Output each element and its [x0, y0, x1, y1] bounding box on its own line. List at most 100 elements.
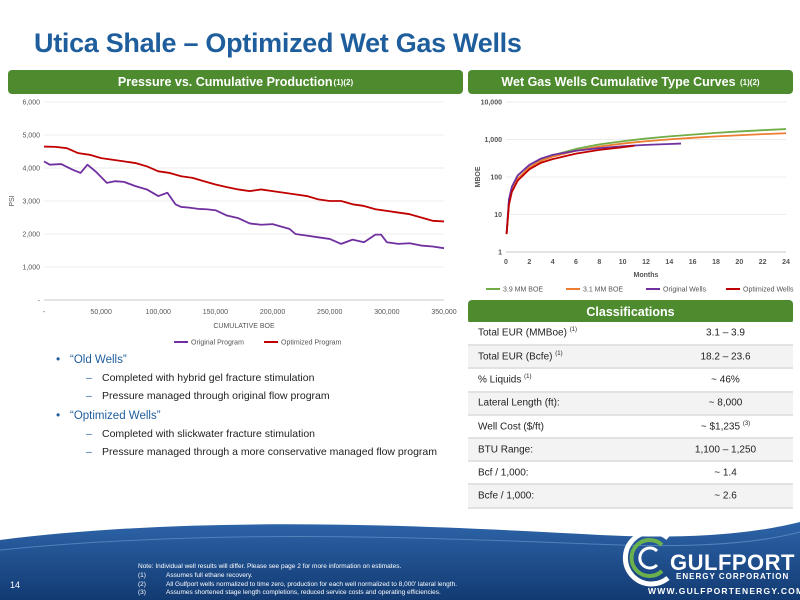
x-tick-label: 2 — [527, 259, 531, 266]
type-curve-chart-header-text: Wet Gas Wells Cumulative Type Curves — [501, 75, 736, 89]
dash-icon: – — [86, 428, 92, 440]
x-tick-label: 200,000 — [260, 309, 285, 316]
series-line-3.1-mm-boe — [505, 132, 787, 235]
y-tick-label: 6,000 — [22, 100, 40, 107]
x-tick-label: 6 — [574, 259, 578, 266]
row-value: ~ 8,000 — [658, 391, 793, 416]
pressure-chart-header-sup: (1)(2) — [333, 77, 354, 87]
y-tick-label: 100 — [490, 175, 502, 182]
y-tick-label: 4,000 — [22, 166, 40, 173]
sub-bullet-text: Pressure managed through a more conserva… — [102, 446, 438, 458]
row-value: ~ $1,235 (3) — [658, 414, 793, 439]
gulfport-logo: GULFPORT ENERGY CORPORATION WWW.GULFPORT… — [618, 528, 800, 598]
y-tick-label: 10 — [494, 212, 502, 219]
classifications-table: Total EUR (MMBoe) (1) 3.1 – 3.9 Total EUR… — [468, 322, 793, 509]
y-axis-title: PSI — [9, 195, 16, 206]
x-tick-label: 14 — [665, 259, 673, 266]
sub-bullet-text: Completed with slickwater fracture stimu… — [102, 428, 315, 440]
x-axis-title: Months — [634, 272, 659, 279]
table-row: Lateral Length (ft): ~ 8,000 — [468, 391, 793, 416]
row-label: Well Cost ($/ft) — [468, 414, 658, 439]
x-tick-label: - — [43, 309, 46, 316]
row-label: Bcfe / 1,000: — [468, 484, 658, 509]
legend-label: 3.9 MM BOE — [503, 287, 543, 294]
row-label: Total EUR (MMBoe) (1) — [468, 322, 658, 347]
logo-subtitle: ENERGY CORPORATION — [676, 572, 790, 581]
y-tick-label: 1 — [498, 250, 502, 257]
y-tick-label: 1,000 — [484, 137, 502, 144]
table-row: BTU Range: 1,100 – 1,250 — [468, 437, 793, 463]
y-tick-label: 1,000 — [22, 265, 40, 272]
legend-label: Original Wells — [663, 287, 707, 294]
y-tick-label: 5,000 — [22, 133, 40, 140]
row-value: ~ 1.4 — [658, 461, 793, 486]
pressure-chart-svg: - 1,000 2,000 3,000 4,000 5,000 6,000 - 50,000 10… — [9, 100, 457, 347]
pressure-chart-header: Pressure vs. Cumulative Production (1)(2) — [8, 70, 463, 94]
slide-number: 14 — [10, 580, 21, 590]
table-row: Total EUR (MMBoe) (1) 3.1 – 3.9 — [468, 322, 793, 347]
pressure-chart-header-text: Pressure vs. Cumulative Production — [117, 75, 333, 89]
x-tick-label: 8 — [597, 259, 601, 266]
bullet-dot-icon: • — [56, 352, 61, 366]
table-row: % Liquids (1) ~ 46% — [468, 368, 793, 393]
classifications-header-text: Classifications — [586, 305, 675, 319]
series-line-optimized-program — [43, 145, 445, 223]
footnote: (1) Assumes full ethane recovery. — [138, 571, 253, 579]
sub-bullet: – Pressure managed through a more conserv… — [86, 446, 456, 458]
sub-bullet-text: Pressure managed through original flow p… — [102, 390, 330, 402]
x-tick-label: 150,000 — [203, 309, 228, 316]
x-tick-label: 22 — [759, 259, 767, 266]
sub-bullet: – Completed with hybrid gel fracture stim… — [86, 372, 456, 384]
sub-bullet: – Pressure managed through original flow … — [86, 390, 456, 402]
legend-label: 3.1 MM BOE — [583, 287, 623, 294]
x-tick-label: 100,000 — [146, 309, 171, 316]
footnote-note: Note: Individual well results will diffe… — [138, 563, 402, 570]
row-value: 3.1 – 3.9 — [658, 322, 793, 347]
row-value: 18.2 – 23.6 — [658, 345, 793, 370]
type-curve-chart: 1 10 100 1,000 10,000 0 2 4 6 8 10 12 14 16 18 20 22 24 MB… — [468, 95, 798, 295]
row-value: ~ 46% — [658, 368, 793, 393]
legend-label: Optimized Program — [281, 340, 341, 347]
x-tick-label: 10 — [619, 259, 627, 266]
x-tick-label: 4 — [551, 259, 555, 266]
classifications-header: Classifications — [468, 300, 793, 324]
y-tick-label: 3,000 — [22, 199, 40, 206]
footnote: (2) All Gulfport wells normalized to time… — [138, 580, 457, 588]
x-tick-label: 16 — [689, 259, 697, 266]
sub-bullet-text: Completed with hybrid gel fracture stimu… — [102, 372, 315, 384]
type-curve-chart-header: Wet Gas Wells Cumulative Type Curves (1)… — [468, 70, 793, 94]
series-line-optimized-wells — [505, 144, 635, 235]
x-tick-label: 0 — [504, 259, 508, 266]
legend-label: Optimized Wells — [743, 287, 794, 294]
dash-icon: – — [86, 372, 92, 384]
series-line-original-program — [43, 160, 445, 250]
row-label: Bcf / 1,000: — [468, 461, 658, 486]
bullet-text: “Optimized Wells” — [70, 410, 161, 422]
dash-icon: – — [86, 446, 92, 458]
bullet-dot-icon: • — [56, 408, 61, 422]
dash-icon: – — [86, 390, 92, 402]
website-link[interactable]: WWW.GULFPORTENERGY.COM — [648, 586, 800, 596]
series-line-original-wells — [505, 142, 682, 235]
x-tick-label: 50,000 — [90, 309, 112, 316]
x-tick-label: 20 — [735, 259, 743, 266]
footer-wave-background — [0, 522, 800, 600]
x-tick-label: 24 — [782, 259, 790, 266]
bullet-text: “Old Wells” — [70, 354, 127, 366]
type-curve-chart-header-sup: (1)(2) — [740, 77, 760, 87]
pressure-chart: - 1,000 2,000 3,000 4,000 5,000 6,000 - 50,000 10… — [4, 95, 464, 350]
footer: 14 — [0, 510, 800, 600]
table-row: Bcfe / 1,000: ~ 2.6 — [468, 484, 793, 509]
footnote: (3) Assumes shortened stage length comple… — [138, 589, 441, 597]
bullet-old-wells: • “Old Wells” — [56, 352, 456, 366]
sub-bullet: – Completed with slickwater fracture stim… — [86, 428, 456, 440]
legend-label: Original Program — [191, 340, 244, 347]
logo-name: GULFPORT — [670, 550, 795, 575]
x-axis-title: CUMULATIVE BOE — [213, 323, 275, 330]
footnotes: Note: Individual well results will diffe… — [138, 563, 457, 598]
row-label: Lateral Length (ft): — [468, 391, 658, 416]
row-label: % Liquids (1) — [468, 368, 658, 393]
row-label: Total EUR (Bcfe) (1) — [468, 345, 658, 370]
bullet-list: • “Old Wells” – Completed with hybrid gel … — [56, 352, 456, 464]
page-title: Utica Shale – Optimized Wet Gas Wells — [34, 28, 522, 58]
